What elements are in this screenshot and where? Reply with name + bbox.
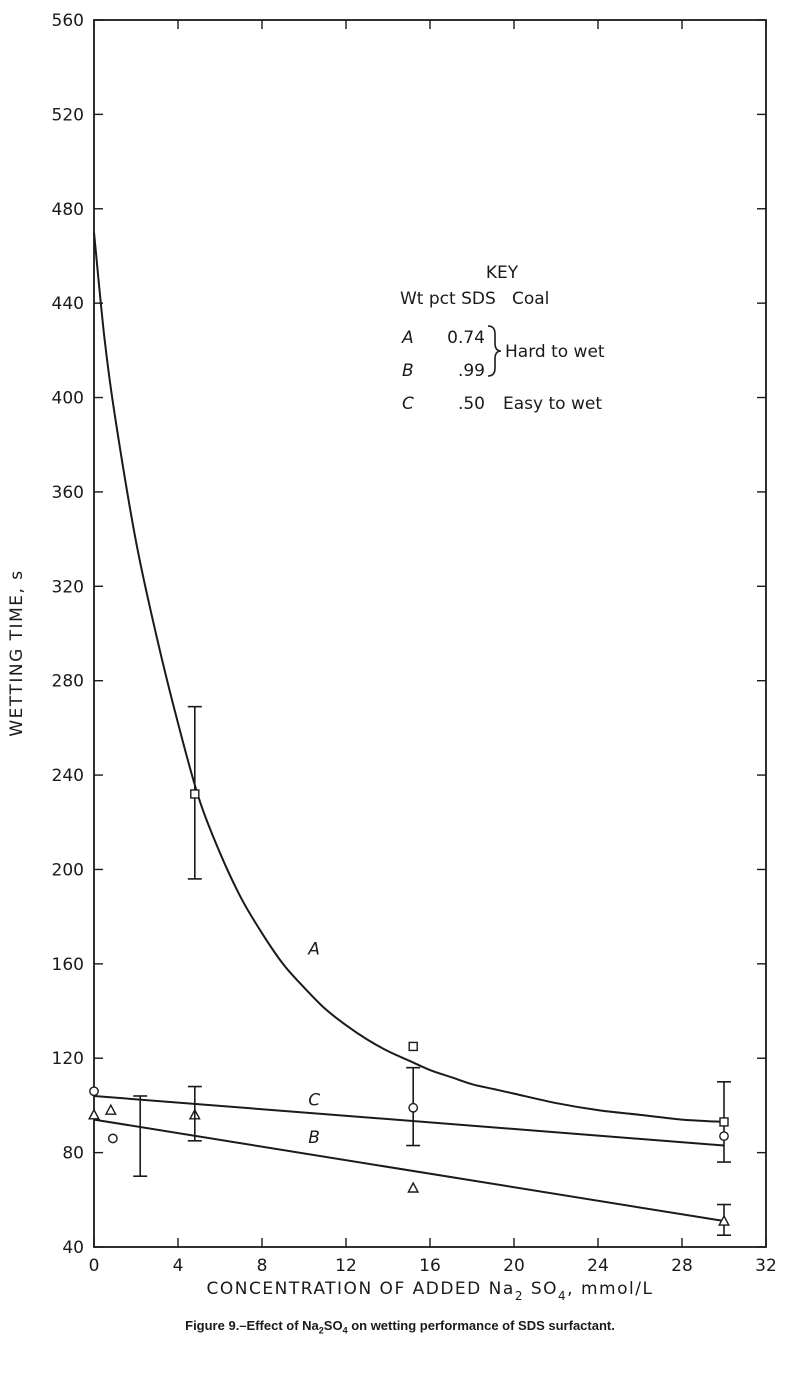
series-b-point — [718, 1214, 730, 1226]
key-row-a-id: A — [401, 328, 414, 348]
series-c-point — [89, 1086, 99, 1097]
key-row-b-value: .99 — [458, 361, 485, 381]
y-axis-title: WETTING TIME, s — [7, 569, 27, 736]
x-tick-label: 32 — [755, 1256, 777, 1276]
key-row-c-id: C — [402, 394, 414, 414]
y-tick-label: 80 — [62, 1144, 84, 1164]
curve-label-a: A — [307, 939, 320, 959]
series-c-point — [108, 1133, 118, 1144]
key-brace — [487, 325, 502, 377]
series-c — [89, 1066, 729, 1147]
series-c-error-bar — [187, 1085, 202, 1142]
curve-label-b: B — [308, 1128, 320, 1148]
figure-caption: Figure 9.–Effect of Na2SO4 on wetting pe… — [185, 1318, 615, 1336]
x-tick-label: 28 — [671, 1256, 693, 1276]
series-b-error-bar — [133, 1095, 148, 1178]
series-c-point — [408, 1102, 419, 1113]
y-tick-label: 200 — [52, 860, 84, 880]
series-layer — [88, 232, 731, 1237]
series-a-point — [719, 1117, 729, 1127]
legend-key: KEY Wt pct SDS Coal A 0.74 B .99 Hard to… — [400, 263, 605, 414]
key-header: Wt pct SDS Coal — [400, 289, 549, 309]
series-b-point — [104, 1103, 117, 1115]
y-tick-label: 40 — [62, 1238, 84, 1258]
x-tick-label: 4 — [173, 1256, 184, 1276]
series-b-line — [93, 1118, 725, 1223]
x-axis-title: CONCENTRATION OF ADDED Na2 SO4, mmol/L — [207, 1279, 654, 1303]
x-tick-label: 20 — [503, 1256, 525, 1276]
y-tick-label: 320 — [52, 577, 84, 597]
series-a-point — [408, 1041, 418, 1052]
x-tick-label: 0 — [89, 1256, 100, 1276]
key-row-a-value: 0.74 — [447, 328, 485, 348]
series-c-point — [719, 1131, 729, 1141]
y-tick-label: 440 — [52, 294, 84, 314]
x-tick-label: 16 — [419, 1256, 441, 1276]
x-tick-label: 8 — [257, 1256, 268, 1276]
key-group-label: Hard to wet — [505, 342, 605, 362]
key-row-b-id: B — [402, 361, 414, 381]
x-tick-label: 12 — [335, 1256, 357, 1276]
curve-labels: A CB — [307, 939, 320, 1148]
key-row-c-value: .50 — [458, 394, 485, 414]
axis-ticks: 0 4 8 12 16 20 24 28 32 40 80 120 160 200 240 280 320 360… — [52, 11, 777, 1276]
plot-frame — [93, 19, 767, 1248]
series-c-line — [93, 1094, 725, 1147]
y-tick-label: 400 — [52, 389, 84, 409]
series-b-point — [407, 1181, 420, 1193]
key-title: KEY — [486, 263, 519, 283]
series-b-point — [88, 1108, 100, 1120]
plot-border — [93, 19, 767, 1248]
y-tick-label: 360 — [52, 483, 84, 503]
y-tick-label: 560 — [52, 11, 84, 31]
y-tick-label: 160 — [52, 955, 84, 975]
series-a-point — [190, 789, 200, 799]
y-tick-label: 120 — [52, 1049, 84, 1069]
key-row-c-coal: Easy to wet — [503, 394, 602, 414]
curve-label-c: C — [308, 1090, 320, 1110]
series-b — [88, 1095, 731, 1237]
y-tick-label: 520 — [52, 105, 84, 125]
y-tick-label: 480 — [52, 200, 84, 220]
series-a-line — [93, 232, 725, 1123]
y-tick-label: 280 — [52, 672, 84, 692]
series-a — [93, 232, 731, 1163]
y-tick-label: 240 — [52, 766, 84, 786]
x-tick-label: 24 — [587, 1256, 609, 1276]
